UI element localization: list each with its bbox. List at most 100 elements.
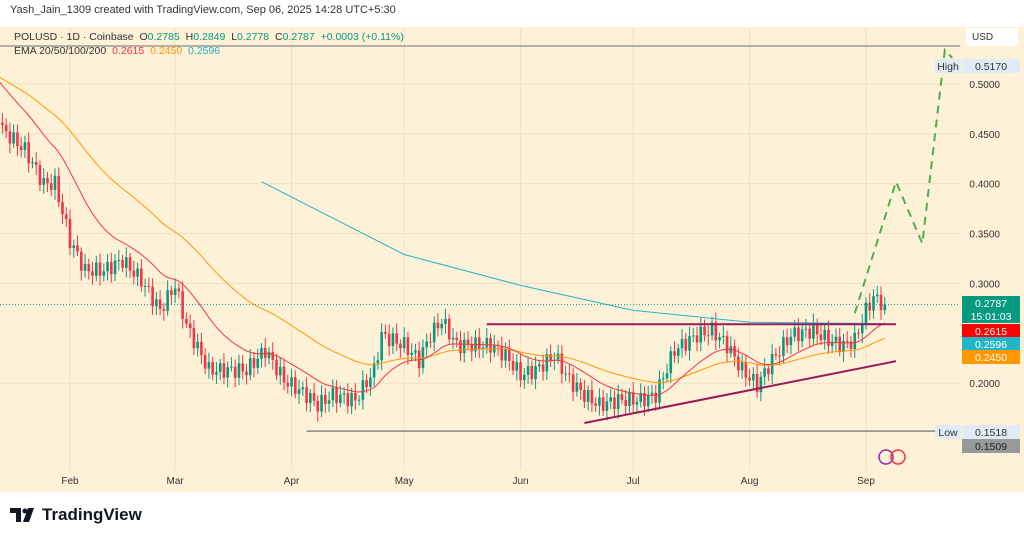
candle-body bbox=[42, 178, 46, 185]
candle-body bbox=[140, 268, 143, 287]
candle-body bbox=[226, 367, 229, 378]
candle-body bbox=[444, 318, 447, 324]
candle-body bbox=[740, 362, 744, 371]
candle-body bbox=[98, 262, 102, 276]
symbol-label[interactable]: POLUSD · 1D · Coinbase bbox=[14, 31, 134, 43]
y-tick-label: 0.5000 bbox=[969, 80, 1000, 91]
candle-body bbox=[207, 362, 211, 369]
candle-body bbox=[504, 348, 507, 361]
low-label: Low bbox=[938, 427, 958, 439]
candle-body bbox=[94, 262, 98, 276]
candle-body bbox=[290, 377, 293, 387]
candle-body bbox=[755, 373, 759, 393]
candle-body bbox=[470, 344, 474, 352]
ema-legend[interactable]: EMA 20/50/100/200 0.2615 0.2450 0.2596 bbox=[14, 44, 404, 58]
candle-body bbox=[429, 341, 432, 343]
x-tick-label: Aug bbox=[741, 476, 759, 487]
candle-body bbox=[402, 337, 406, 349]
candle-body bbox=[188, 323, 192, 329]
candle-body bbox=[173, 288, 177, 296]
candle-body bbox=[624, 399, 627, 407]
candle-body bbox=[339, 394, 342, 404]
candle-body bbox=[737, 356, 740, 371]
candle-body bbox=[849, 341, 853, 349]
candle-body bbox=[49, 183, 53, 190]
candle-body bbox=[643, 393, 646, 407]
x-tick-label: May bbox=[395, 476, 414, 487]
candle-body bbox=[16, 132, 19, 147]
candle-body bbox=[699, 326, 703, 343]
high-label: High bbox=[937, 61, 959, 73]
candle-body bbox=[151, 286, 154, 307]
candle-body bbox=[23, 142, 27, 150]
candle-body bbox=[278, 366, 282, 376]
candle-body bbox=[406, 337, 410, 355]
candle-body bbox=[102, 271, 106, 276]
candle-body bbox=[763, 368, 766, 377]
o-label: O bbox=[139, 31, 148, 43]
l-label: L bbox=[231, 31, 238, 43]
candle-body bbox=[320, 394, 323, 412]
ema20-price-label: 0.2615 bbox=[975, 326, 1007, 338]
candle-body bbox=[230, 366, 233, 368]
candle-body bbox=[391, 333, 395, 347]
candle-body bbox=[508, 348, 511, 361]
candle-body bbox=[748, 377, 751, 381]
candle-body bbox=[568, 373, 571, 375]
candle-body bbox=[620, 394, 624, 400]
candle-body bbox=[605, 401, 609, 411]
candle-body bbox=[271, 351, 275, 360]
candle-body bbox=[812, 323, 815, 339]
chart-area[interactable] bbox=[0, 27, 1024, 492]
candle-body bbox=[436, 322, 440, 329]
candle-body bbox=[79, 251, 83, 271]
candle-body bbox=[466, 339, 470, 345]
ema100-line bbox=[261, 181, 885, 325]
x-tick-label: Apr bbox=[284, 476, 300, 487]
tradingview-logo[interactable]: TradingView bbox=[10, 505, 142, 525]
candle-body bbox=[237, 363, 241, 378]
candle-body bbox=[564, 373, 567, 375]
low-price-label-2: 0.1509 bbox=[975, 441, 1007, 453]
candle-body bbox=[354, 393, 357, 401]
candle-body bbox=[211, 362, 214, 375]
candle-body bbox=[804, 328, 808, 330]
candle-body bbox=[4, 125, 8, 132]
high-price-label-bg bbox=[962, 59, 1020, 73]
candle-body bbox=[19, 146, 23, 150]
candle-body bbox=[233, 366, 237, 378]
candle-body bbox=[200, 341, 203, 356]
candle-body bbox=[481, 347, 485, 350]
candle-body bbox=[688, 336, 691, 351]
ema50-price-label: 0.2450 bbox=[975, 352, 1007, 364]
candle-body bbox=[286, 382, 290, 387]
events-icon bbox=[878, 449, 894, 465]
candle-body bbox=[361, 380, 365, 400]
candle-body bbox=[177, 288, 181, 292]
x-tick-label: Jul bbox=[627, 476, 640, 487]
candle-body bbox=[838, 336, 842, 352]
candle-body bbox=[312, 393, 316, 401]
candle-body bbox=[654, 392, 658, 403]
candle-body bbox=[170, 290, 173, 296]
candle-body bbox=[128, 257, 132, 271]
candle-body bbox=[196, 341, 199, 349]
candle-body bbox=[432, 322, 436, 343]
candle-body bbox=[658, 379, 661, 403]
candle-body bbox=[440, 323, 444, 329]
candle-body bbox=[834, 336, 838, 342]
candle-body bbox=[162, 308, 166, 311]
price-chart[interactable]: Feb Mar Apr May Jun Jul Aug Sep 0.5000 0.4500 0.40… bbox=[0, 0, 1024, 500]
candle-body bbox=[864, 302, 868, 324]
candle-body bbox=[46, 178, 49, 184]
legend: POLUSD · 1D · Coinbase O0.2785 H0.2849 L… bbox=[14, 30, 404, 58]
candle-body bbox=[425, 341, 428, 348]
candle-body bbox=[549, 354, 552, 361]
candle-body bbox=[733, 346, 736, 357]
candle-body bbox=[631, 392, 635, 405]
candle-body bbox=[830, 341, 834, 347]
candle-body bbox=[1, 122, 4, 126]
last-price-label: 0.2787 bbox=[975, 298, 1007, 310]
candle-body bbox=[447, 318, 451, 340]
candle-body bbox=[797, 327, 800, 342]
